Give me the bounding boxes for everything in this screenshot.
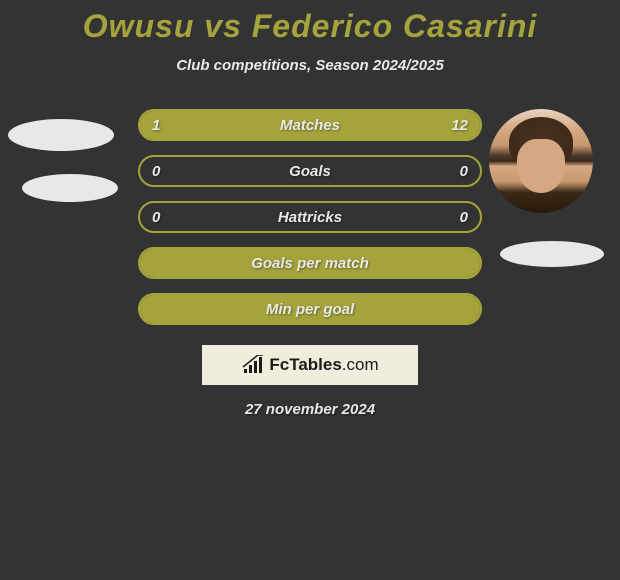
stat-value-right: 0 — [460, 163, 468, 180]
logo-box[interactable]: FcTables.com — [202, 345, 418, 385]
stat-bar-min-per-goal: Min per goal — [138, 293, 482, 325]
subtitle: Club competitions, Season 2024/2025 — [0, 57, 620, 74]
date-text: 27 november 2024 — [0, 401, 620, 418]
logo-suffix: .com — [342, 355, 379, 374]
avatar-shadow-shape — [500, 241, 604, 267]
logo-brand: FcTables — [269, 355, 341, 374]
player-photo — [489, 109, 593, 213]
stat-bar-matches: 1 Matches 12 — [138, 109, 482, 141]
avatar-placeholder-shape — [22, 174, 118, 202]
stat-bar-goals-per-match: Goals per match — [138, 247, 482, 279]
comparison-widget: Owusu vs Federico Casarini Club competit… — [0, 0, 620, 418]
page-title: Owusu vs Federico Casarini — [0, 8, 620, 45]
player-right-avatar — [492, 109, 620, 289]
stat-bar-hattricks: 0 Hattricks 0 — [138, 201, 482, 233]
player-left-avatar — [8, 109, 114, 215]
stat-value-right: 0 — [460, 209, 468, 226]
stat-label: Goals per match — [140, 255, 480, 272]
stat-label: Matches — [140, 117, 480, 134]
stat-bar-goals: 0 Goals 0 — [138, 155, 482, 187]
stat-value-right: 12 — [451, 117, 468, 134]
stats-section: 1 Matches 12 0 Goals 0 0 Hattricks 0 Goa… — [138, 109, 482, 325]
stat-label: Goals — [140, 163, 480, 180]
logo-chart-icon — [241, 355, 265, 375]
stat-label: Min per goal — [140, 301, 480, 318]
avatar-placeholder-shape — [8, 119, 114, 151]
stat-label: Hattricks — [140, 209, 480, 226]
comparison-area: 1 Matches 12 0 Goals 0 0 Hattricks 0 Goa… — [0, 109, 620, 418]
logo-text: FcTables.com — [269, 355, 378, 375]
